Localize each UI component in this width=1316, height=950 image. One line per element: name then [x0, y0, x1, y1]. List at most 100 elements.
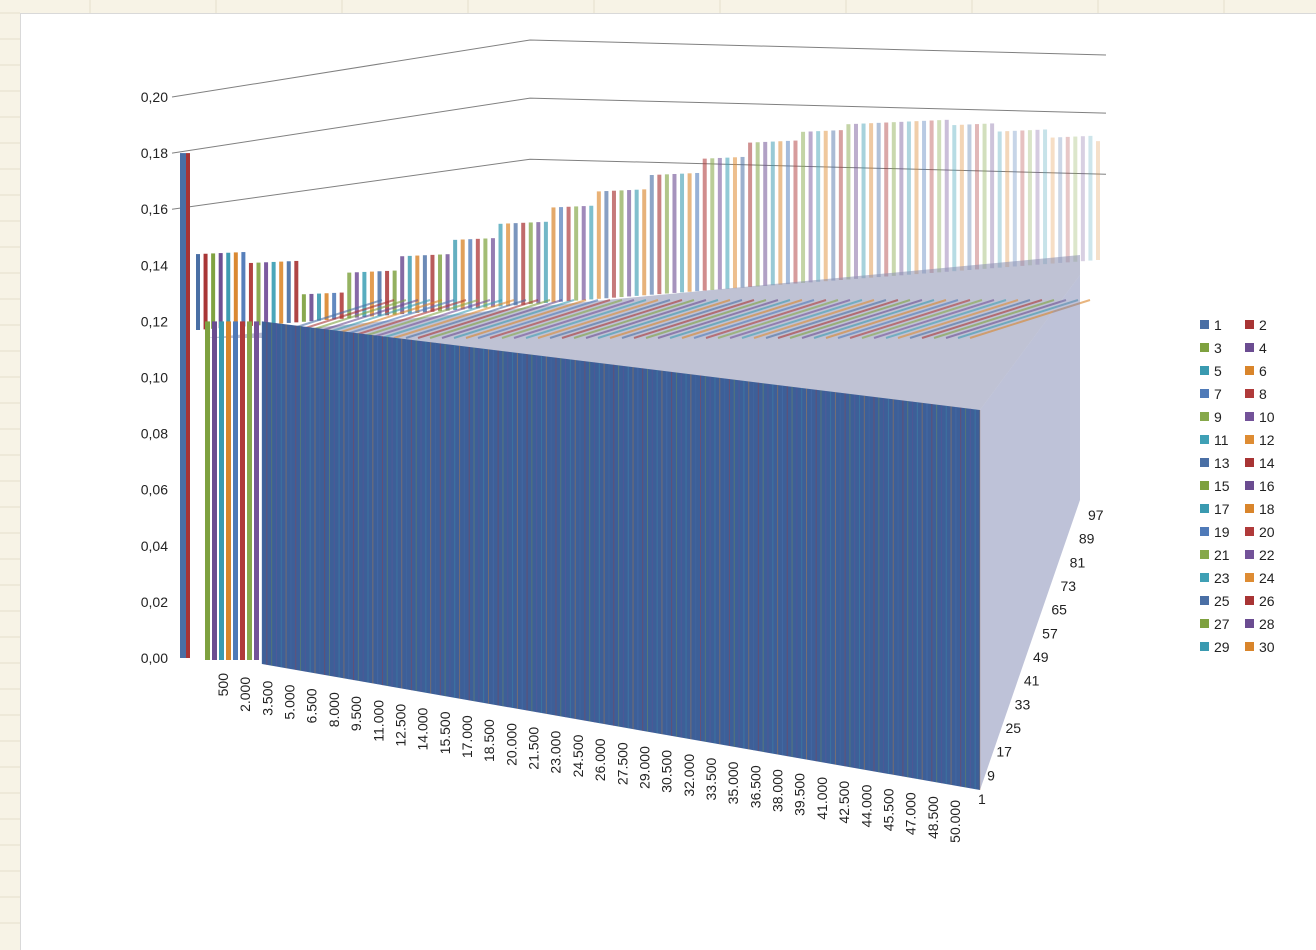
column-top-edge: [813, 299, 935, 339]
legend-label: 13: [1214, 455, 1230, 471]
legend-label: 5: [1214, 363, 1222, 379]
gridline: [171, 158, 1107, 210]
back-column: [1020, 130, 1025, 266]
back-column: [256, 262, 261, 326]
back-column: [967, 124, 972, 270]
legend-swatch: [1245, 573, 1254, 582]
column-top-edge: [825, 299, 947, 339]
column-top-edge: [453, 299, 575, 339]
legend-label: 22: [1259, 547, 1275, 563]
y-tick-label: 0,08: [141, 426, 168, 442]
legend-swatch: [1200, 596, 1209, 605]
column-top-edge: [921, 299, 1043, 339]
right-face: [980, 275, 1080, 790]
legend-label: 14: [1259, 455, 1275, 471]
column-top-edge: [717, 299, 839, 339]
x-tick-label: 21.500: [526, 727, 542, 770]
back-column: [732, 157, 737, 289]
back-column: [755, 142, 760, 287]
back-column: [1088, 135, 1093, 261]
legend-label: 25: [1214, 593, 1230, 609]
back-column: [559, 207, 564, 302]
legend-swatch: [1200, 550, 1209, 559]
back-column: [460, 239, 465, 310]
column-top-edge: [621, 299, 743, 339]
back-column: [301, 294, 306, 322]
x-tick-label: 8.000: [326, 692, 342, 727]
back-column: [445, 254, 450, 311]
legend-swatch: [1200, 412, 1209, 421]
back-column: [589, 205, 594, 300]
back-column: [763, 141, 768, 286]
back-column: [876, 122, 881, 278]
legend-swatch: [1200, 389, 1209, 398]
back-column: [1027, 130, 1032, 266]
legend-label: 3: [1214, 340, 1222, 356]
back-column: [785, 140, 790, 285]
front-row-columns: [180, 153, 1080, 790]
back-column: [543, 221, 548, 303]
back-column: [566, 206, 571, 302]
column-top-edge: [561, 299, 683, 339]
back-column: [891, 122, 896, 276]
back-column: [1050, 137, 1055, 264]
back-column: [611, 190, 616, 298]
column-top-edge: [597, 299, 719, 339]
legend-swatch: [1245, 481, 1254, 490]
back-column: [740, 156, 745, 288]
column-top-edge: [969, 299, 1091, 339]
legend-label: 16: [1259, 478, 1275, 494]
x-tick-label: 47.000: [903, 792, 919, 835]
column-top-edge: [573, 299, 695, 339]
column-tops: [205, 255, 1091, 410]
x-tick-label: 14.000: [415, 707, 431, 750]
back-column: [596, 191, 601, 299]
back-column: [415, 255, 420, 313]
back-column: [944, 119, 949, 272]
legend-label: 20: [1259, 524, 1275, 540]
back-column: [710, 158, 715, 290]
y-tick-label: 0,04: [141, 538, 168, 554]
back-column: [1080, 136, 1085, 262]
legend-label: 4: [1259, 340, 1267, 356]
column-top-edge: [681, 299, 803, 339]
x-tick-label: 6.500: [304, 688, 320, 723]
back-column: [490, 238, 495, 308]
back-column: [1043, 129, 1048, 265]
back-column: [377, 271, 382, 316]
legend-label: 15: [1214, 478, 1230, 494]
y-tick-label: 0,00: [141, 650, 168, 666]
column-top-edge: [501, 299, 623, 339]
back-column: [271, 261, 276, 325]
back-column: [664, 174, 669, 294]
column-top-edge: [393, 299, 515, 339]
back-column: [1065, 136, 1070, 263]
legend-label: 12: [1259, 432, 1275, 448]
depth-tick-label: 73: [1061, 578, 1077, 594]
front-column: [254, 321, 259, 660]
column-top-edge: [513, 299, 635, 339]
back-column: [997, 131, 1002, 268]
x-tick-label: 20.000: [503, 723, 519, 766]
x-tick-label: 32.000: [681, 754, 697, 797]
column-top-edge: [669, 299, 791, 339]
depth-tick-label: 1: [978, 791, 986, 807]
column-top-edge: [429, 299, 551, 339]
back-column: [793, 140, 798, 284]
back-column: [324, 293, 329, 320]
back-column: [899, 121, 904, 276]
legend-label: 11: [1214, 432, 1229, 448]
column-top-edge: [477, 299, 599, 339]
back-column: [536, 222, 541, 304]
x-tick-label: 12.500: [392, 704, 408, 747]
front-column-first-side: [186, 153, 190, 658]
legend-swatch: [1245, 343, 1254, 352]
legend-label: 23: [1214, 570, 1230, 586]
back-column: [264, 262, 269, 325]
x-tick-label: 2.000: [237, 677, 253, 712]
back-column: [453, 239, 458, 310]
back-column: [695, 172, 700, 292]
back-column: [634, 189, 639, 296]
back-column: [369, 271, 374, 317]
